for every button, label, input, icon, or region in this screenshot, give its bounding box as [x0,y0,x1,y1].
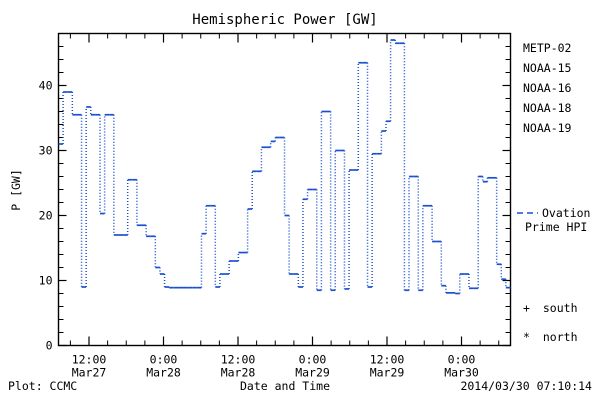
legend-satellite-noaa-15: NOAA-15 [523,61,571,75]
x-tick-time-0: 12:00 [72,353,107,367]
x-tick-date-4: Mar29 [370,366,405,380]
page-title: Hemispheric Power [GW] [192,12,377,28]
x-tick-date-1: Mar28 [146,366,181,380]
x-tick-date-2: Mar28 [221,366,256,380]
x-tick-time-4: 12:00 [370,353,405,367]
footer-timestamp: 2014/03/30 07:10:14 [460,379,592,393]
y-tick-label-10: 10 [39,274,53,288]
x-tick-date-3: Mar29 [295,366,330,380]
legend-marker-south-label: south [543,301,578,315]
legend-marker-north: * north [523,330,578,344]
x-tick-date-5: Mar30 [444,366,479,380]
y-tick-label-20: 20 [39,209,53,223]
legend-marker-north-symbol: * [523,330,530,344]
x-tick-time-3: 0:00 [299,353,327,367]
x-axis-tick-labels: 12:00Mar270:00Mar2812:00Mar280:00Mar2912… [72,353,479,380]
x-axis-ticks [69,33,500,346]
x-axis-label: Date and Time [240,379,330,393]
y-axis-label: P [GW] [9,169,23,211]
x-tick-time-1: 0:00 [150,353,178,367]
legend-marker-south: + south [523,301,578,315]
x-tick-time-5: 0:00 [448,353,476,367]
legend-marker-south-symbol: + [523,301,530,315]
y-tick-label-30: 30 [39,144,53,158]
y-axis-tick-labels: 0 10 20 30 40 [39,79,53,353]
legend-satellites: METP-02 NOAA-15 NOAA-16 NOAA-18 NOAA-19 [523,41,572,135]
y-tick-label-0: 0 [46,339,53,353]
footer-plot-source: Plot: CCMC [8,379,77,393]
data-series-ovation-prime-hpi [58,39,511,295]
legend-satellite-noaa-18: NOAA-18 [523,101,572,115]
legend-series-label-line2: Prime HPI [525,220,587,234]
x-tick-time-2: 12:00 [221,353,256,367]
legend-satellite-noaa-19: NOAA-19 [523,121,572,135]
y-tick-label-40: 40 [39,79,53,93]
x-tick-date-0: Mar27 [72,366,107,380]
legend-satellite-metp-02: METP-02 [523,41,571,55]
legend-series-label-line1: Ovation [542,206,590,220]
legend-marker-north-label: north [543,330,578,344]
y-axis-ticks [58,33,511,347]
legend-satellite-noaa-16: NOAA-16 [523,81,572,95]
